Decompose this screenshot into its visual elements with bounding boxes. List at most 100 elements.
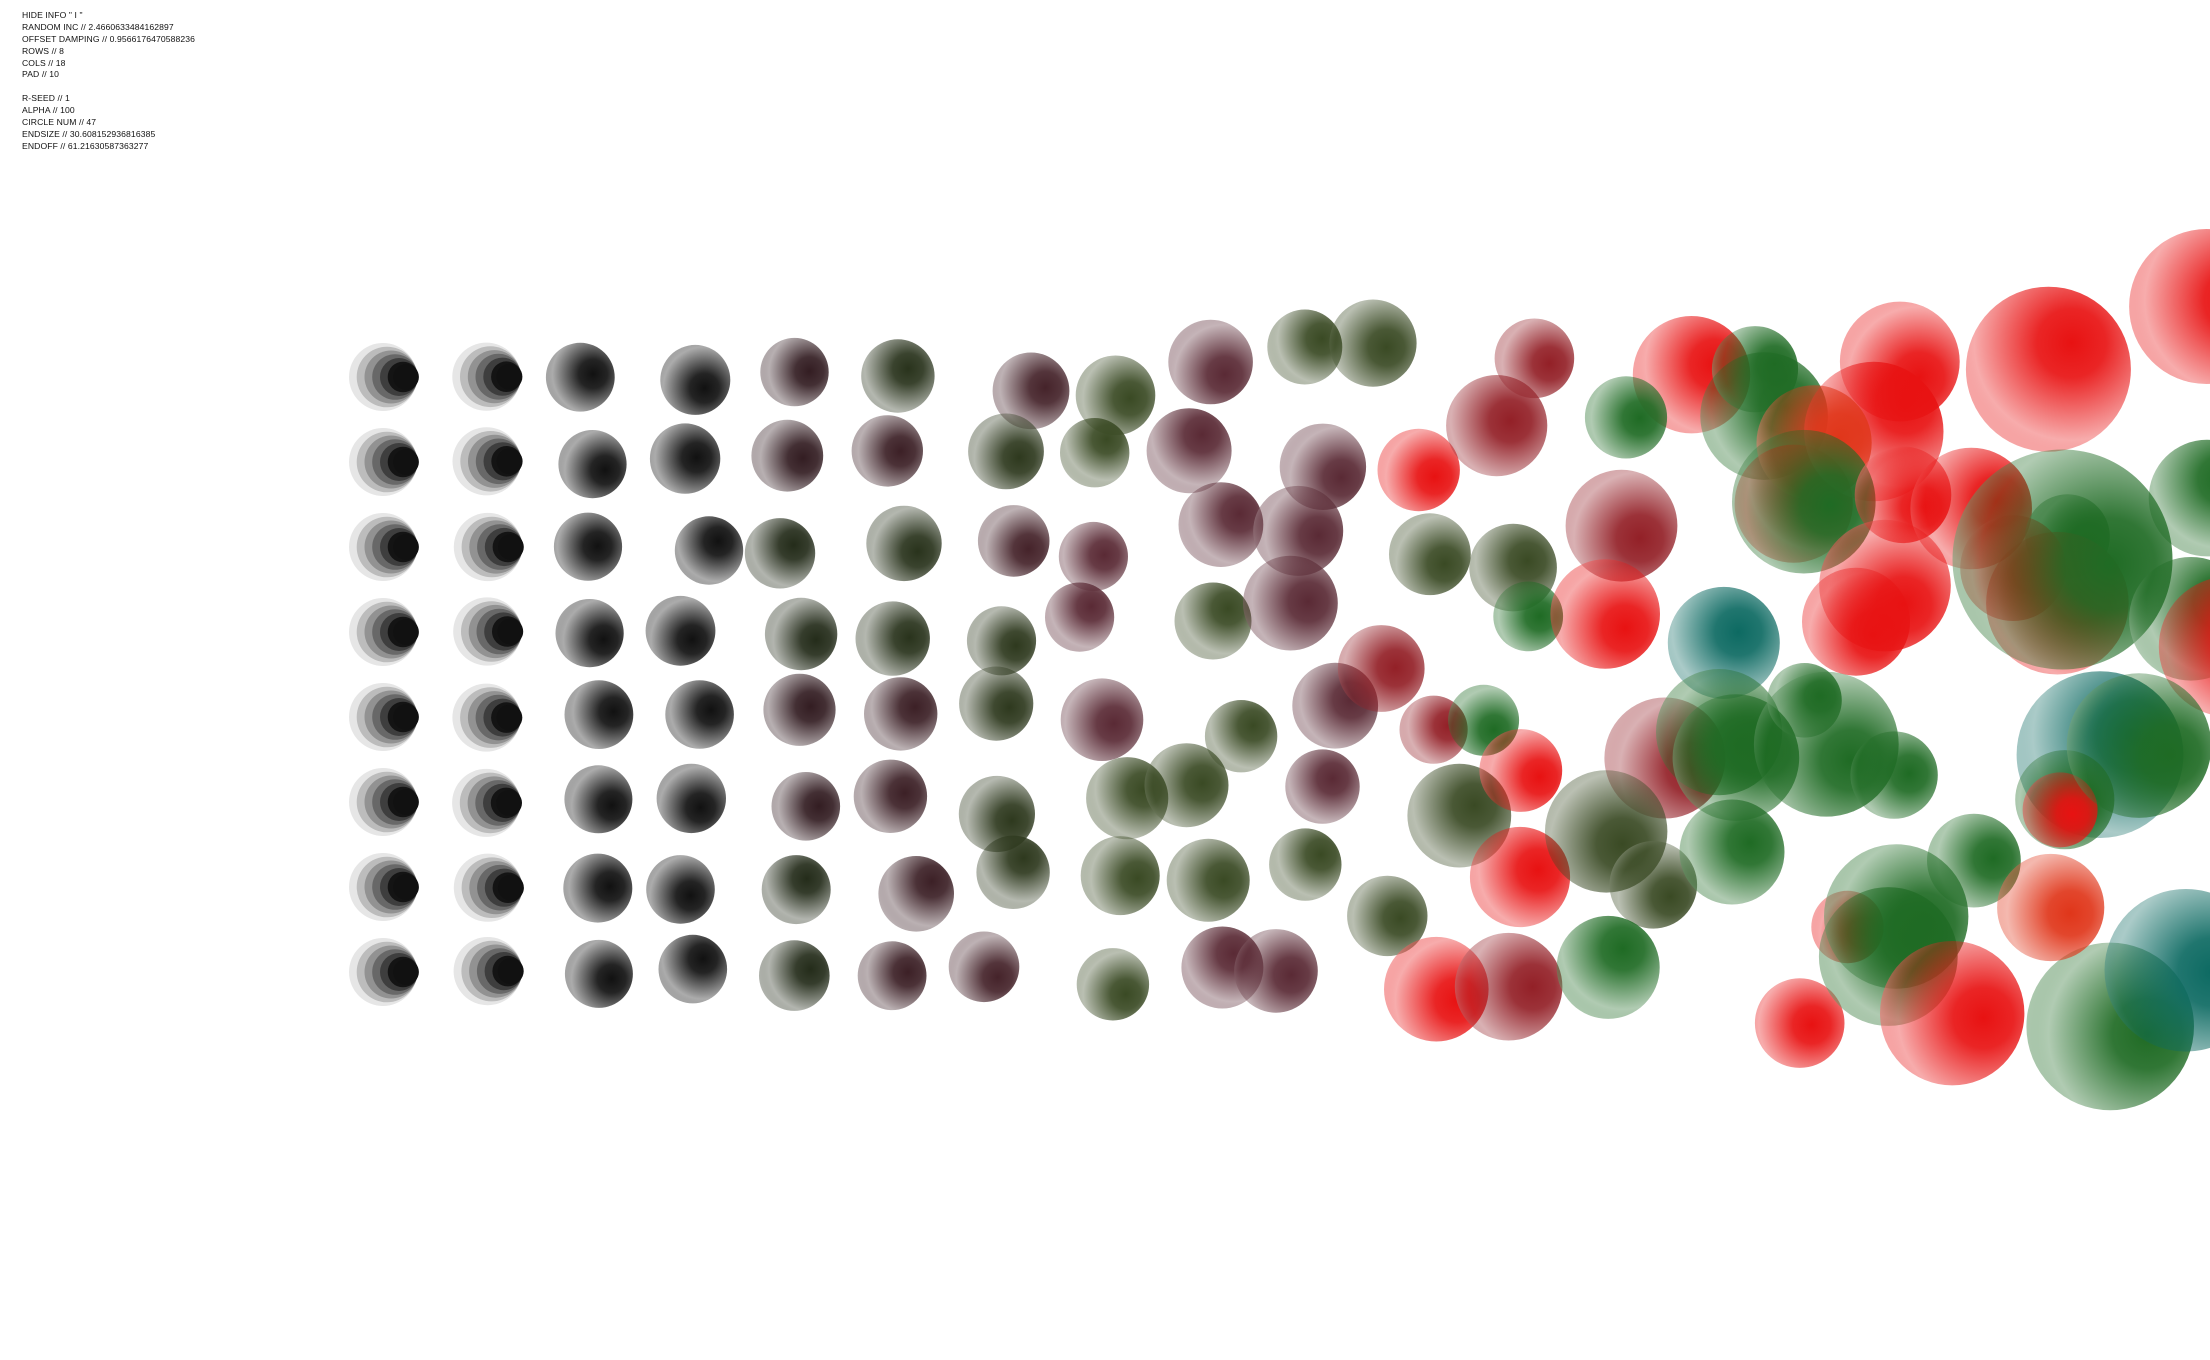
grid-circle-r0-c1 [496, 363, 523, 390]
grid-circle-r7-c12 [1556, 915, 1660, 1019]
r-seed-readout: R-SEED // 1 [22, 93, 70, 104]
grid-circle-r2-c3 [674, 516, 744, 585]
grid-circle-r6-c9 [1269, 828, 1342, 901]
grid-circle-r5-c1 [496, 790, 522, 816]
grid-circle-r3-c0 [393, 619, 419, 645]
grid-circle-r0-c3 [660, 344, 731, 415]
hide-info-hint: HIDE INFO " I " [22, 10, 83, 20]
grid-circle-r2-c9 [1253, 485, 1344, 576]
grid-circle-r2-c7 [1058, 521, 1128, 592]
grid-circle-r0-c8 [1168, 319, 1253, 405]
grid-circle-r1-c11 [1446, 375, 1548, 477]
grid-circle-r5-c5 [853, 759, 928, 833]
grid-circle-r2-c6 [977, 505, 1050, 577]
grid-circle-r6-c17 [2104, 889, 2210, 1052]
grid-circle-r3-c12 [1550, 559, 1660, 669]
grid-circle-r4-c8 [1204, 700, 1278, 773]
grid-circle-r2-c2 [553, 512, 623, 581]
grid-circle-r7-c11 [1454, 932, 1563, 1041]
grid-circle-r3-c15 [1819, 519, 1951, 652]
grid-circle-r4-c7 [1060, 678, 1144, 761]
grid-circle-r1-c3 [649, 423, 721, 494]
grid-circle-r4-c17 [2158, 579, 2210, 715]
grid-circle-r4-c1 [496, 704, 523, 731]
grid-circle-r2-c5 [866, 505, 942, 582]
grid-circle-r4-c0 [393, 704, 419, 730]
grid-circle-r3-c13 [1667, 586, 1780, 699]
grid-circle-r6-c7 [1080, 836, 1160, 916]
grid-circle-r3-c1 [497, 618, 524, 645]
grid-circle-r6-c0 [393, 874, 419, 900]
grid-circle-r3-c11 [1493, 581, 1564, 652]
grid-circle-r3-c2 [555, 599, 624, 668]
grid-circle-r6-c11 [1469, 826, 1571, 928]
grid-circle-r5-c6 [958, 775, 1035, 853]
grid-circle-r0-c6 [992, 352, 1070, 430]
grid-circle-r6-c3 [646, 855, 715, 924]
grid-circle-r1-c1 [496, 448, 523, 475]
endsize-readout: ENDSIZE // 30.608152936816385 [22, 128, 156, 139]
grid-circle-r0-c9 [1267, 309, 1343, 385]
grid-circle-r6-c13 [1679, 799, 1785, 905]
grid-circle-r7-c17 [1997, 853, 2105, 962]
grid-circle-r7-c2 [564, 939, 633, 1008]
grid-circle-r0-c4 [760, 337, 829, 407]
grid-circle-r3-c3 [645, 595, 716, 666]
grid-circle-r6-c4 [761, 855, 831, 925]
grid-circle-r7-c0 [393, 959, 419, 985]
grid-circle-r2-c8 [1178, 482, 1264, 567]
grid-circle-r0-c16 [1965, 286, 2131, 452]
info-panel: HIDE INFO " I " RANDOM INC // 2.46606334… [22, 10, 195, 153]
grid-circle-r1-c5 [851, 415, 923, 487]
grid-circle-r1-c4 [751, 419, 824, 492]
grid-circle-r2-c0 [393, 534, 419, 560]
grid-circle-r0-c0 [393, 364, 419, 390]
grid-circle-r7-c6 [948, 931, 1020, 1003]
grid-circle-r0-c2 [545, 342, 615, 412]
grid-circle-r6-c6 [976, 835, 1050, 909]
grid-circle-r6-c5 [878, 856, 954, 932]
rows-readout: ROWS // 8 [22, 45, 64, 56]
grid-circle-r5-c9 [1285, 749, 1360, 824]
grid-circle-r1-c12 [1584, 376, 1668, 459]
random-inc-readout: RANDOM INC // 2.4660633484162897 [22, 21, 174, 32]
grid-circle-r2-c4 [744, 518, 816, 589]
grid-circle-r5-c11 [1479, 729, 1563, 812]
pad-readout: PAD // 10 [22, 69, 60, 80]
grid-circle-r6-c8 [1166, 838, 1250, 922]
info-spacer [22, 81, 195, 93]
grid-circle-r5-c8 [1144, 743, 1229, 828]
grid-circle-r2-c17 [1952, 449, 2173, 670]
grid-circle-r6-c1 [497, 874, 524, 901]
grid-circle-r6-c10 [1347, 875, 1428, 957]
grid-circle-r1-c10 [1377, 428, 1460, 512]
alpha-readout: ALPHA // 100 [22, 105, 75, 116]
grid-circle-r4-c15 [1850, 731, 1938, 819]
grid-circle-r5-c0 [393, 789, 419, 815]
circle-num-readout: CIRCLE NUM // 47 [22, 117, 97, 128]
cols-readout: COLS // 18 [22, 57, 66, 68]
grid-circle-r4-c3 [665, 680, 734, 749]
grid-circle-r2-c1 [498, 534, 524, 560]
grid-circle-r7-c7 [1076, 948, 1150, 1021]
grid-circle-r6-c16 [2022, 772, 2098, 848]
grid-circle-r4-c5 [864, 677, 938, 751]
grid-circle-r1-c8 [1146, 408, 1232, 494]
grid-circle-r3-c6 [966, 606, 1037, 676]
grid-circle-r2-c14 [1732, 429, 1876, 574]
grid-circle-r3-c9 [1243, 555, 1338, 651]
grid-circle-r5-c2 [564, 765, 633, 834]
grid-circle-r7-c3 [658, 934, 728, 1004]
grid-circle-r3-c10 [1337, 625, 1425, 712]
grid-circle-r5-c3 [656, 763, 726, 834]
grid-circle-r3-c5 [855, 601, 930, 676]
grid-circle-r3-c8 [1174, 582, 1252, 660]
grid-circle-r7-c5 [857, 941, 927, 1011]
grid-circle-r7-c4 [759, 940, 830, 1011]
grid-circle-r7-c13 [1754, 978, 1845, 1068]
grid-circle-r0-c7 [1075, 355, 1156, 436]
grid-circle-r7-c15 [1880, 941, 2025, 1086]
grid-circle-r1-c0 [393, 449, 419, 475]
